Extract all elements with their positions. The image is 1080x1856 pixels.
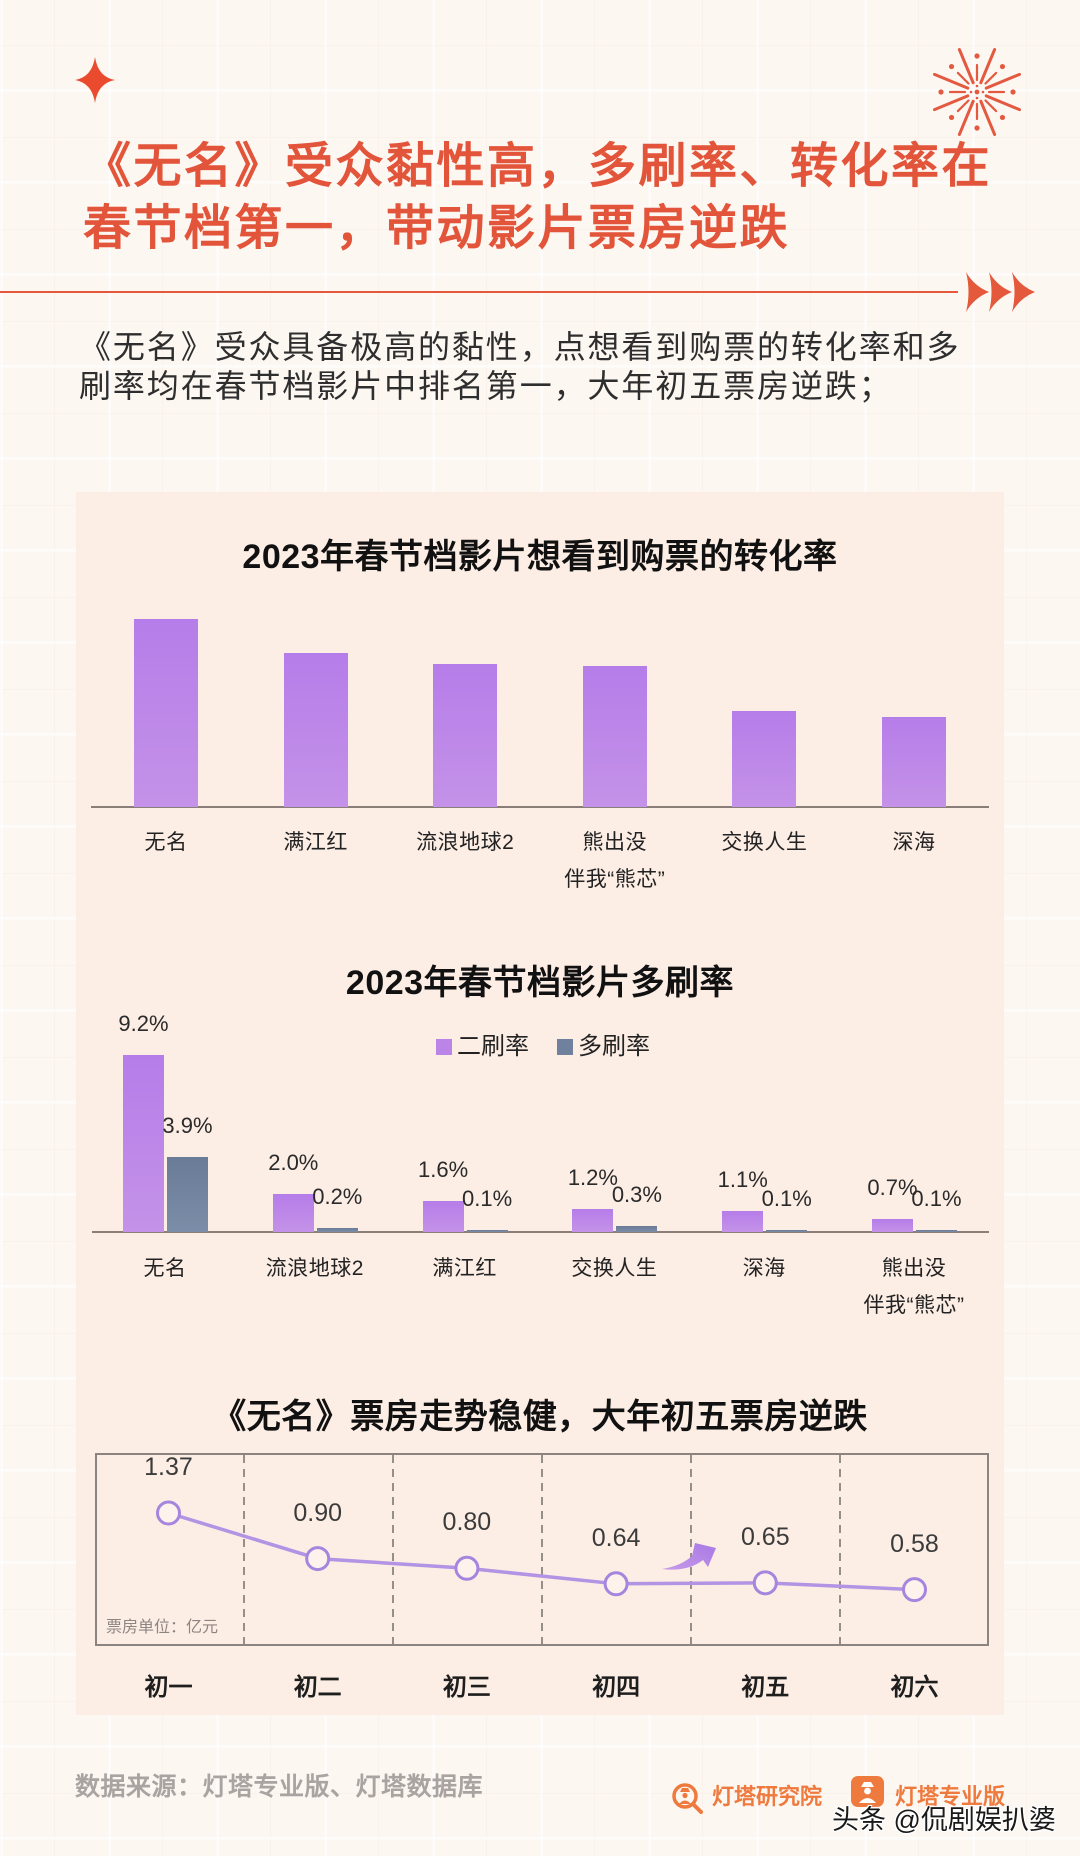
intro-text-line-2: 刷率均在春节档影片中排名第一，大年初五票房逆跌；	[79, 368, 893, 404]
firework-icon	[933, 48, 1021, 136]
bar-multi-viewing	[466, 1230, 508, 1232]
x-axis-label: 初一	[144, 1674, 193, 1701]
data-label: 1.6%	[418, 1157, 469, 1183]
data-label: 0.90	[293, 1498, 343, 1527]
data-point	[454, 1555, 480, 1581]
x-axis-label: 熊出没 伴我“熊芯”	[564, 830, 666, 891]
data-label: 0.2%	[312, 1184, 363, 1210]
bar-second-viewing	[272, 1193, 314, 1232]
data-point	[156, 1500, 181, 1526]
chart-title: 2023年春节档影片多刷率	[345, 964, 735, 1002]
x-axis-line	[92, 1231, 989, 1233]
legend-label: 多刷率	[578, 1033, 650, 1060]
x-axis-label: 初二	[293, 1674, 342, 1701]
bar	[882, 716, 946, 807]
line-plot	[156, 1455, 927, 1644]
bar	[732, 711, 797, 807]
intro-text-line-1: 《无名》受众具备极高的黏性，点想看到购票的转化率和多	[79, 329, 961, 365]
x-axis-label: 深海	[892, 830, 936, 854]
bar-second-viewing	[572, 1208, 614, 1232]
bar-multi-viewing	[167, 1156, 208, 1232]
data-label: 0.58	[890, 1529, 939, 1558]
data-label: 1.37	[144, 1453, 193, 1481]
data-point	[305, 1546, 331, 1572]
bar	[134, 619, 198, 807]
x-axis-label: 满江红	[432, 1256, 497, 1280]
bar-multi-viewing	[766, 1230, 808, 1232]
x-axis-label: 满江红	[283, 830, 348, 854]
data-label: 0.80	[442, 1508, 492, 1537]
data-label: 1.2%	[567, 1164, 618, 1190]
data-source-note: 数据来源：灯塔专业版、灯塔数据库	[75, 1773, 484, 1801]
page-title-line-1: 《无名》受众黏性高，多刷率、转化率在	[83, 140, 993, 193]
dengta-research-logo-icon	[672, 1783, 703, 1814]
dengta-pro-logo-icon	[851, 1776, 884, 1807]
bar	[582, 666, 647, 807]
trend-line	[167, 1511, 915, 1592]
bar-multi-viewing	[616, 1226, 658, 1232]
triple-arrow-icon	[966, 272, 1035, 312]
bar-second-viewing	[422, 1201, 464, 1232]
bar-multi-viewing	[916, 1230, 957, 1232]
bar-second-viewing	[123, 1054, 164, 1232]
data-label: 0.3%	[611, 1182, 662, 1208]
title-divider	[0, 291, 958, 293]
bar-second-viewing	[872, 1218, 913, 1232]
x-axis-label: 初六	[890, 1674, 939, 1701]
data-point	[752, 1570, 778, 1596]
x-axis-label: 流浪地球2	[416, 830, 515, 854]
bar	[283, 652, 348, 807]
bar-second-viewing	[722, 1210, 764, 1232]
data-label: 0.7%	[867, 1174, 918, 1200]
data-label: 0.65	[740, 1522, 790, 1551]
x-axis-label: 流浪地球2	[265, 1256, 364, 1280]
box-office-trend-chart: 《无名》票房走势稳健，大年初五票房逆跌 票房单位：亿元 1.37 初一 0.90 初二…	[76, 1380, 1004, 1710]
dengta-pro-logo-label: 灯塔专业版	[895, 1784, 1006, 1809]
plot-frame	[95, 1453, 989, 1646]
legend-item-second-viewing: 二刷率	[436, 1031, 529, 1063]
x-axis-line	[91, 806, 989, 808]
sparkle-star-icon	[75, 57, 115, 103]
rebound-arrow-icon	[662, 1543, 716, 1570]
x-axis-label: 无名	[144, 830, 188, 854]
bar	[433, 664, 498, 807]
x-axis-label: 初五	[741, 1674, 790, 1701]
x-axis-label: 初四	[592, 1674, 641, 1701]
chart-title: 2023年春节档影片想看到购票的转化率	[242, 538, 838, 576]
data-label: 0.1%	[911, 1186, 962, 1211]
data-label: 3.9%	[162, 1112, 213, 1138]
data-label: 0.1%	[462, 1186, 513, 1211]
x-axis-label: 熊出没 伴我“熊芯”	[863, 1256, 965, 1317]
legend-swatch-purple	[436, 1039, 452, 1055]
data-label: 1.1%	[717, 1166, 768, 1192]
legend-swatch-slate	[557, 1039, 573, 1055]
unit-note: 票房单位：亿元	[106, 1619, 219, 1636]
data-label: 2.0%	[268, 1149, 319, 1175]
x-axis-label: 无名	[143, 1256, 187, 1280]
page-title-line-2: 春节档第一，带动影片票房逆跌	[83, 202, 791, 255]
data-label: 9.2%	[118, 1010, 169, 1036]
data-point	[902, 1577, 927, 1603]
data-point	[603, 1571, 629, 1597]
charts-panel: 2023年春节档影片想看到购票的转化率 无名 满江红 流浪地球2 熊出没 伴我“熊芯”…	[76, 492, 1004, 1715]
legend-item-multi-viewing: 多刷率	[557, 1031, 650, 1063]
data-label: 0.64	[591, 1523, 641, 1552]
watermark: 头条 @侃剧娱扒婆	[832, 1805, 1056, 1835]
bar-multi-viewing	[316, 1228, 358, 1232]
x-axis-label: 交换人生	[721, 830, 808, 854]
x-axis-label: 初三	[442, 1674, 491, 1701]
chart-legend: 二刷率 多刷率	[436, 1031, 678, 1063]
chart-title: 《无名》票房走势稳健，大年初五票房逆跌	[212, 1398, 868, 1436]
repeat-viewing-rate-chart: 2023年春节档影片多刷率 二刷率 多刷率 9.2% 3.9% 无名 2.0% 0.2%…	[76, 930, 1004, 1330]
x-axis-label: 深海	[742, 1256, 786, 1280]
data-label: 0.1%	[761, 1186, 812, 1211]
dengta-research-logo-label: 灯塔研究院	[712, 1784, 823, 1809]
x-axis-label: 交换人生	[571, 1256, 658, 1280]
conversion-rate-chart: 2023年春节档影片想看到购票的转化率 无名 满江红 流浪地球2 熊出没 伴我“熊芯”…	[76, 492, 1004, 902]
legend-label: 二刷率	[457, 1033, 529, 1060]
